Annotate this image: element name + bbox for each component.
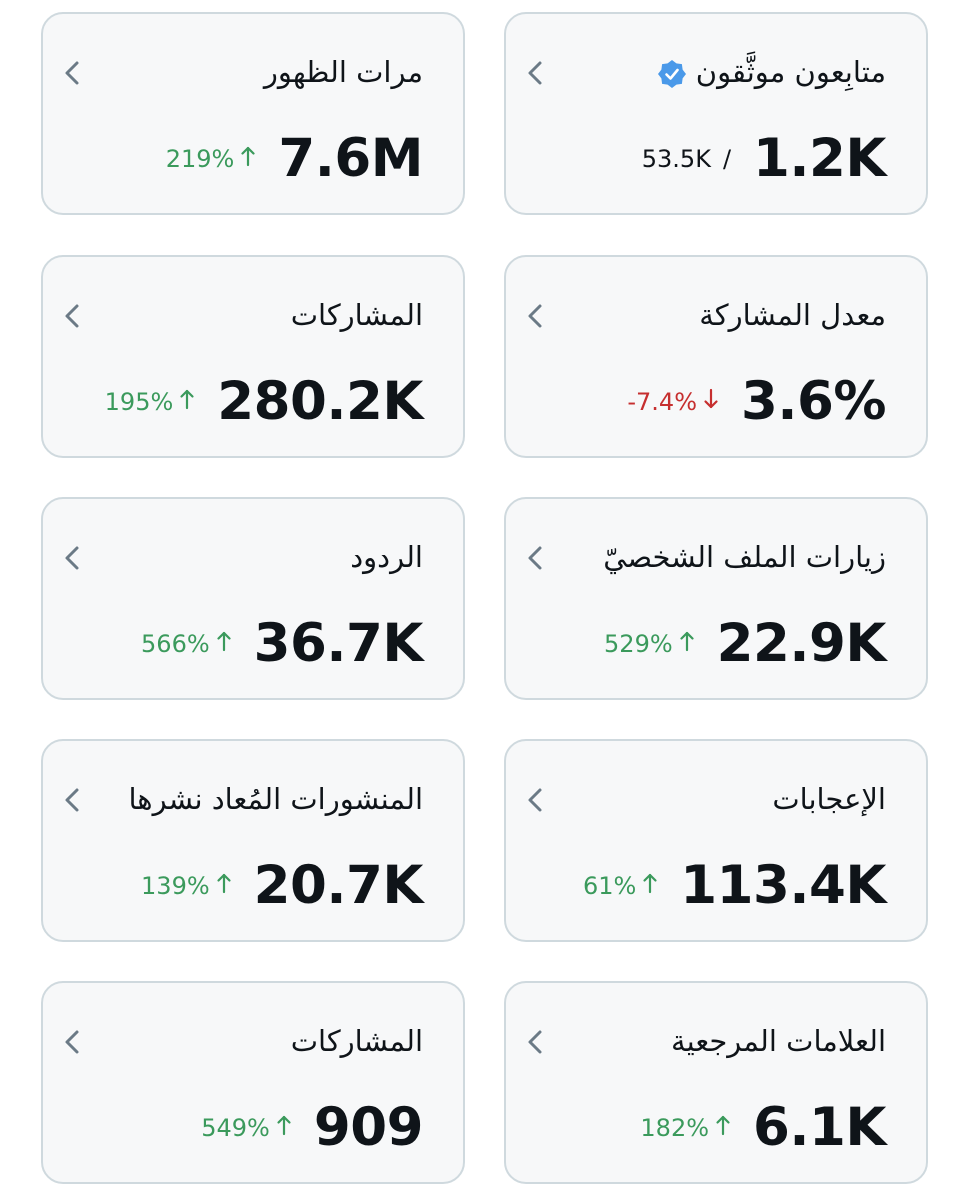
metric-card[interactable]: المشاركات 549% 909 [41,981,465,1184]
chevron-left-icon[interactable] [524,58,546,88]
metric-row: 549% 909 [201,1088,423,1168]
metric-change: 566% [141,629,232,659]
metric-row: 182% 6.1K [640,1088,886,1168]
chevron-left-icon[interactable] [61,785,83,815]
arrow-up-icon [276,1113,292,1143]
chevron-left-icon[interactable] [524,543,546,573]
arrow-up-icon [179,387,195,417]
change-value: 529% [604,630,673,658]
metric-change: 182% [640,1113,731,1143]
metric-title: مرات الظهور [263,55,423,89]
metric-card[interactable]: العلامات المرجعية 182% 6.1K [504,981,928,1184]
metric-value: 3.6% [741,371,887,432]
metric-value: 113.4K [680,855,886,916]
metric-title-row: المشاركات [291,1021,423,1061]
metric-card[interactable]: المنشورات المُعاد نشرها 139% 20.7K [41,739,465,942]
metric-title: زيارات الملف الشخصيّ [603,540,886,574]
metric-title: الإعجابات [772,782,886,816]
metric-row: 219% 7.6M [166,119,424,199]
chevron-left-icon[interactable] [61,301,83,331]
metric-title-row: زيارات الملف الشخصيّ [603,537,886,577]
metric-card[interactable]: مرات الظهور 219% 7.6M [41,12,465,215]
arrow-up-icon [715,1113,731,1143]
metric-title-row: المشاركات [291,295,423,335]
metric-card[interactable]: زيارات الملف الشخصيّ 529% 22.9K [504,497,928,700]
chevron-left-icon[interactable] [61,58,83,88]
change-value: 61% [582,872,637,900]
metric-title-row: معدل المشاركة [699,295,886,335]
metric-row: -7.4% 3.6% [627,362,886,442]
change-value: 566% [141,630,210,658]
metric-change: 549% [201,1113,292,1143]
metric-value: 20.7K [253,855,424,916]
arrow-up-icon [216,629,232,659]
verified-badge-icon [657,58,686,88]
arrow-down-icon [703,387,719,417]
metric-change: 139% [141,871,232,901]
arrow-up-icon [240,144,256,174]
chevron-left-icon[interactable] [61,1027,83,1057]
chevron-left-icon[interactable] [61,543,83,573]
metric-title-row: مرات الظهور [264,52,423,92]
metric-title: المنشورات المُعاد نشرها [128,782,423,816]
metric-title: المشاركات [290,298,423,332]
metric-value: 7.6M [278,128,423,189]
metric-value: 909 [313,1097,424,1158]
metric-value: 22.9K [716,613,887,674]
metric-row: 53.5K / 1.2K [642,119,887,199]
metric-title: العلامات المرجعية [671,1024,886,1058]
metric-change: 219% [166,144,257,174]
metric-row: 139% 20.7K [141,846,423,926]
change-value: 182% [640,1114,710,1142]
chevron-left-icon[interactable] [524,1027,546,1057]
metric-row: 566% 36.7K [141,604,423,684]
metric-value: 6.1K [753,1097,886,1158]
metric-change: 529% [604,629,695,659]
metric-title-row: متابِعون موثَّقون [657,52,886,92]
metric-title-row: العلامات المرجعية [671,1021,886,1061]
metric-value: 280.2K [217,371,423,432]
metric-change: -7.4% [627,387,719,417]
metric-card[interactable]: المشاركات 195% 280.2K [41,255,465,458]
metric-card[interactable]: الإعجابات 61% 113.4K [504,739,928,942]
change-value: 219% [165,145,235,173]
arrow-up-icon [642,871,658,901]
arrow-up-icon [679,629,695,659]
change-value: -7.4% [627,388,697,416]
metric-title: متابِعون موثَّقون [695,55,886,89]
metric-card[interactable]: متابِعون موثَّقون 53.5K / 1.2K [504,12,928,215]
metric-change: 195% [105,387,196,417]
separator: / [722,145,732,173]
change-value: 195% [104,388,174,416]
chevron-left-icon[interactable] [524,301,546,331]
metric-card[interactable]: الردود 566% 36.7K [41,497,465,700]
metric-row: 195% 280.2K [105,362,424,442]
metric-title-row: المنشورات المُعاد نشرها [128,779,423,819]
secondary-value: 53.5K [641,145,711,173]
metric-change: 61% [583,871,658,901]
change-value: 139% [141,872,210,900]
chevron-left-icon[interactable] [524,785,546,815]
change-value: 549% [201,1114,270,1142]
metric-title-row: الردود [350,537,423,577]
metric-row: 61% 113.4K [583,846,887,926]
metric-title: الردود [350,540,423,574]
metric-value: 36.7K [253,613,424,674]
metric-secondary: 53.5K / [642,145,731,173]
arrow-up-icon [216,871,232,901]
metric-card[interactable]: معدل المشاركة -7.4% 3.6% [504,255,928,458]
metric-title: المشاركات [290,1024,423,1058]
metric-value: 1.2K [753,128,886,189]
metric-title: معدل المشاركة [699,298,886,332]
metric-title-row: الإعجابات [772,779,886,819]
metric-row: 529% 22.9K [604,604,886,684]
